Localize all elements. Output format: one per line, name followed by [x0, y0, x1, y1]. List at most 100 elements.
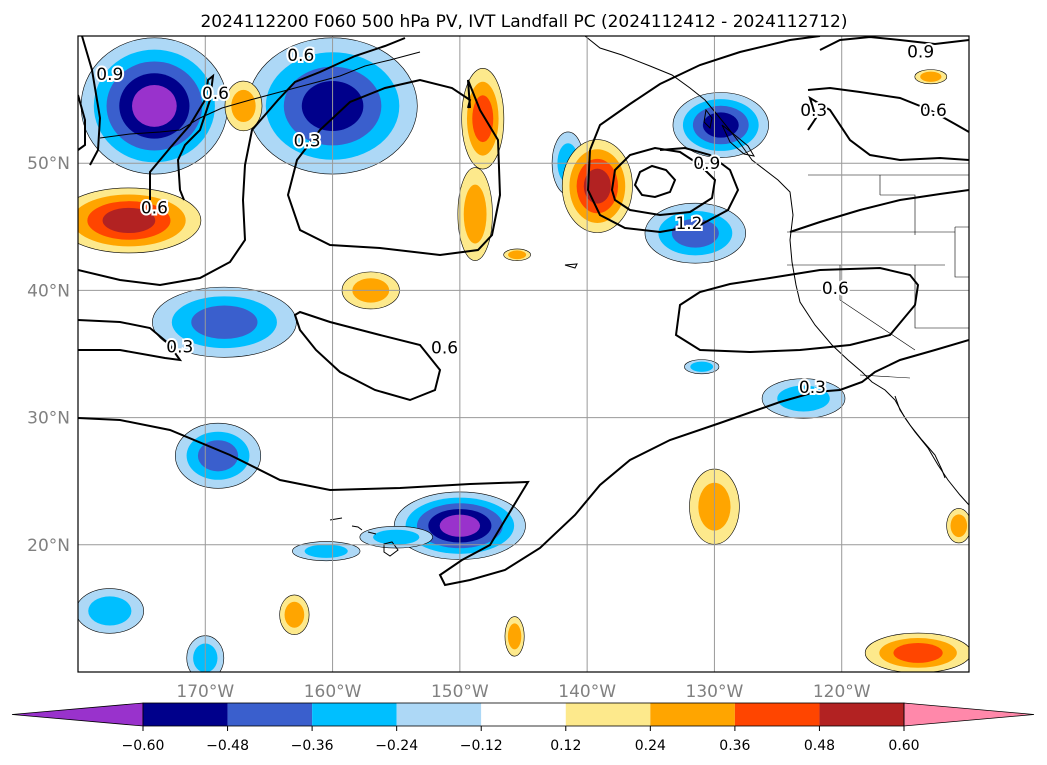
longitude-label: 160°W — [304, 682, 362, 702]
ivt-pc-contours-layer — [78, 36, 969, 587]
contour-line-gulf-09-b — [586, 146, 740, 234]
colorbar-tick-label: 0.24 — [635, 738, 666, 754]
hawaii-islands — [329, 517, 399, 557]
contour-line-gulf-12 — [610, 146, 717, 217]
contour-label: 1.2 — [675, 214, 702, 234]
contour-label: 0.6 — [822, 279, 849, 299]
contour-line-west-03-b — [78, 319, 183, 362]
pv-anomaly-region — [504, 616, 525, 657]
pv-anomaly-region — [279, 594, 310, 635]
contour-line-east-03 — [807, 86, 969, 133]
contour-label: 0.6 — [287, 46, 314, 66]
pv-anomaly-region — [292, 541, 361, 562]
colorbar-tick-label: −0.12 — [460, 738, 503, 754]
contour-line-west-06 — [78, 94, 86, 151]
contour-line-east-06-b — [789, 189, 969, 233]
colorbar-extend-max — [903, 702, 1035, 727]
contour-label: 0.3 — [800, 101, 827, 121]
pv-anomaly-region — [78, 588, 144, 634]
contour-line-northwest-09 — [81, 36, 102, 166]
latitude-tick-labels: 20°N 30°N 40°N 50°N — [27, 154, 70, 556]
contour-line-south-03 — [78, 339, 969, 587]
latitude-label: 50°N — [27, 154, 70, 174]
longitude-label: 140°W — [558, 682, 616, 702]
pv-anomaly-region — [561, 139, 633, 233]
longitude-label: 150°W — [431, 682, 489, 702]
map-frame — [77, 35, 970, 673]
contour-line-west-03 — [78, 37, 406, 287]
colorbar: −0.60 −0.48 −0.36 −0.24 −0.12 0.12 0.24 0.36 0.4… — [11, 702, 1035, 754]
contour-label: 0.9 — [907, 42, 934, 62]
contour-line-west-06-loop — [149, 73, 215, 201]
pv-anomaly-region — [684, 359, 720, 375]
pv-anomaly-region — [224, 80, 263, 132]
contour-label: 0.6 — [431, 339, 458, 359]
colorbar-frame — [142, 702, 905, 727]
map-panel: 0.9 0.6 0.6 0.6 0.3 0.3 0.6 0.9 1.2 0.9 0.3 0.6 0.6 0… — [78, 36, 969, 672]
longitude-tick-labels: 170°W 160°W 150°W 140°W 130°W 120°W — [176, 682, 870, 702]
colorbar-tick-label: 0.12 — [550, 738, 581, 754]
pv-anomaly-region — [914, 69, 948, 85]
longitude-label: 120°W — [813, 682, 871, 702]
contour-label: 0.6 — [202, 84, 229, 104]
colorbar-segment — [565, 703, 651, 726]
pv-anomaly-region — [946, 508, 969, 544]
lat-lon-gridlines — [78, 36, 969, 672]
colorbar-extend-min — [11, 702, 144, 727]
contour-labels-layer: 0.9 0.6 0.6 0.6 0.3 0.3 0.6 0.9 1.2 0.9 0.3 0.6 0.6 0… — [94, 40, 949, 400]
colorbar-segment — [312, 703, 397, 726]
colorbar-segment — [143, 703, 228, 726]
colorbar-segment — [819, 703, 904, 726]
colorbar-segment — [650, 703, 735, 726]
colorbar-tick-label: −0.48 — [206, 738, 249, 754]
contour-label: 0.6 — [141, 199, 168, 219]
political-borders-layer — [787, 174, 969, 379]
contour-label: 0.3 — [166, 337, 193, 357]
aleutian-coastline — [99, 51, 421, 139]
colorbar-segment — [396, 703, 482, 726]
colorbar-tick-label: 0.48 — [804, 738, 835, 754]
longitude-label: 170°W — [176, 682, 234, 702]
contour-label: 0.3 — [294, 131, 321, 151]
contour-line-east-03-b — [819, 36, 969, 51]
colorbar-tick-label: 0.36 — [719, 738, 750, 754]
colorbar-segment — [227, 703, 313, 726]
coastlines-layer — [99, 36, 969, 557]
pv-anomaly-region — [503, 248, 531, 261]
colorbar-segment — [481, 703, 566, 726]
contour-line-central-03-loop — [286, 78, 502, 257]
colorbar-tick-label: −0.60 — [122, 738, 165, 754]
colorbar-tick-label: −0.36 — [291, 738, 334, 754]
latitude-label: 20°N — [27, 536, 70, 556]
baja-peninsula-coastline — [894, 395, 946, 479]
pv-anomaly-region — [457, 167, 493, 261]
vancouver-island — [721, 124, 756, 157]
contour-label: 0.9 — [96, 65, 123, 85]
contour-label: 0.9 — [693, 154, 720, 174]
contour-line-east-06-loop — [674, 266, 920, 354]
pv-anomaly-region — [864, 632, 969, 672]
contour-label: 0.3 — [799, 378, 826, 398]
pv-anomaly-region — [152, 286, 297, 358]
longitude-label: 130°W — [686, 682, 744, 702]
pv-anomaly-region — [174, 422, 262, 489]
pv-anomaly-region — [78, 187, 202, 254]
colorbar-segment — [734, 703, 820, 726]
pv-anomaly-region — [359, 525, 433, 549]
channel-island-small — [564, 263, 578, 269]
haida-gwaii-islands — [703, 108, 713, 130]
pv-anomaly-region — [461, 68, 505, 170]
colorbar-tick-label: 0.60 — [888, 738, 919, 754]
figure-title: 2024112200 F060 500 hPa PV, IVT Landfall… — [200, 12, 847, 32]
state-borders — [787, 175, 969, 379]
contour-line-gulf-09 — [589, 36, 821, 151]
contour-label: 0.6 — [920, 101, 947, 121]
contour-line-mid-06-loop — [293, 310, 442, 402]
latitude-label: 40°N — [27, 281, 70, 301]
pv-anomaly-region — [644, 202, 747, 264]
contour-line-east-06 — [807, 95, 969, 162]
latitude-label: 30°N — [27, 409, 70, 429]
contour-line-gulf-12-inner — [633, 164, 677, 199]
colorbar-tick-label: −0.24 — [375, 738, 418, 754]
